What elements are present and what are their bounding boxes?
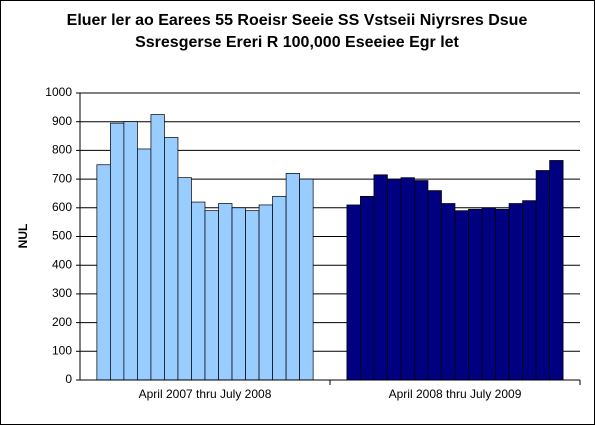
bar xyxy=(454,210,469,381)
bar xyxy=(481,207,496,381)
bar xyxy=(549,160,564,381)
y-tick-label: 100 xyxy=(52,343,72,357)
y-tick-label: 1000 xyxy=(45,85,72,99)
y-tick-label: 500 xyxy=(52,229,72,243)
y-tick-label: 300 xyxy=(52,286,72,300)
bar xyxy=(245,210,260,381)
y-tick-label: 400 xyxy=(52,257,72,271)
bar xyxy=(272,195,287,381)
y-tick-label: 900 xyxy=(52,114,72,128)
x-tick-label: April 2007 thru July 2008 xyxy=(139,387,272,401)
bar xyxy=(96,164,111,381)
bar xyxy=(191,201,206,381)
bar xyxy=(387,178,402,381)
bar xyxy=(137,148,152,381)
bar xyxy=(110,122,125,381)
bar xyxy=(231,207,246,381)
bar xyxy=(535,170,550,381)
bar xyxy=(164,137,179,381)
y-tick-label: 700 xyxy=(52,171,72,185)
bar xyxy=(373,174,388,381)
bar xyxy=(468,208,483,381)
y-tick-label: 0 xyxy=(65,372,72,386)
bar xyxy=(414,180,429,381)
chart-title: Ssresgerse Ereri R 100,000 Eseeiee Egr l… xyxy=(135,34,459,51)
bar xyxy=(360,195,375,381)
x-tick-label: April 2008 thru July 2009 xyxy=(389,387,522,401)
chart-title: Eluer ler ao Earees 55 Roeisr Seeie SS V… xyxy=(67,12,528,29)
bar xyxy=(400,177,415,381)
bar xyxy=(218,203,233,381)
bar xyxy=(346,204,361,381)
bar xyxy=(495,208,510,381)
bar xyxy=(427,190,442,381)
bar xyxy=(508,203,523,381)
y-tick-label: 600 xyxy=(52,200,72,214)
y-axis-label: NUL xyxy=(16,224,30,249)
bar xyxy=(258,204,273,381)
bar xyxy=(204,210,219,381)
bar xyxy=(522,200,537,381)
bar xyxy=(123,121,138,381)
bar xyxy=(299,178,314,381)
bar xyxy=(441,203,456,381)
y-tick-label: 800 xyxy=(52,143,72,157)
bar xyxy=(150,114,165,381)
bar xyxy=(177,177,192,381)
bar xyxy=(285,173,300,381)
y-tick-label: 200 xyxy=(52,315,72,329)
